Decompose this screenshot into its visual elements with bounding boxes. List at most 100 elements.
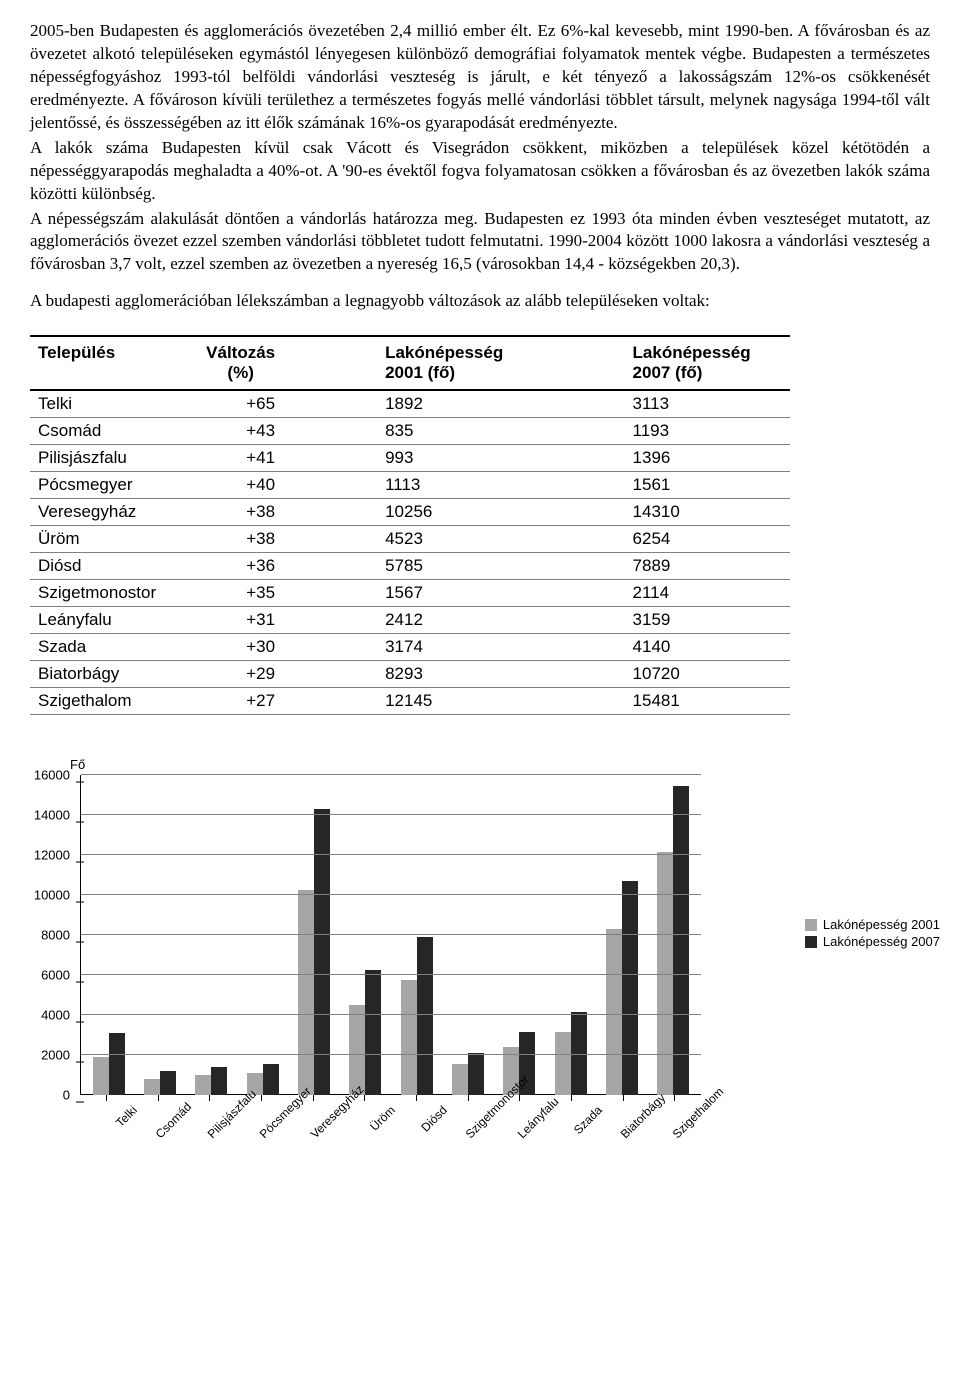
cell-pop2007: 4140 (543, 634, 790, 661)
x-tick (674, 1095, 675, 1101)
cell-settlement: Pilisjászfalu (30, 445, 186, 472)
paragraph: A lakók száma Budapesten kívül csak Váco… (30, 137, 930, 206)
cell-change: +29 (186, 661, 295, 688)
cell-change: +40 (186, 472, 295, 499)
body-text: 2005-ben Budapesten és agglomerációs öve… (30, 20, 930, 313)
cell-settlement: Diósd (30, 553, 186, 580)
grid-line (81, 934, 701, 935)
grid-line (81, 774, 701, 775)
bar (263, 1064, 279, 1095)
cell-settlement: Üröm (30, 526, 186, 553)
legend-item: Lakónépesség 2007 (805, 934, 940, 949)
paragraph: 2005-ben Budapesten és agglomerációs öve… (30, 20, 930, 135)
bar (468, 1053, 484, 1095)
table-row: Pócsmegyer+4011131561 (30, 472, 790, 499)
table-row: Telki+6518923113 (30, 390, 790, 418)
grid-line (81, 1054, 701, 1055)
table-row: Veresegyház+381025614310 (30, 499, 790, 526)
x-label: Biatorbágy (618, 1103, 656, 1141)
cell-pop2007: 6254 (543, 526, 790, 553)
bar-group (191, 1067, 231, 1095)
y-axis: 0200040006000800010000120001400016000 (30, 775, 81, 1095)
y-tick: 16000 (30, 768, 80, 783)
cell-pop2001: 1892 (295, 390, 542, 418)
x-tick (313, 1095, 314, 1101)
x-label: Csomád (153, 1103, 191, 1141)
x-tick (571, 1095, 572, 1101)
bar-group (294, 809, 334, 1095)
bar (401, 980, 417, 1096)
x-label: Diósd (411, 1103, 449, 1141)
bar-group (345, 970, 385, 1095)
cell-settlement: Veresegyház (30, 499, 186, 526)
bar (417, 937, 433, 1095)
bar-group (602, 881, 642, 1095)
cell-pop2001: 8293 (295, 661, 542, 688)
bar-group (448, 1053, 488, 1095)
col-change: Változás (%) (186, 336, 295, 390)
legend: Lakónépesség 2001 Lakónépesség 2007 (805, 915, 940, 951)
legend-swatch-2001 (805, 919, 817, 931)
y-tick: 0 (30, 1088, 80, 1103)
x-label: Veresegyház (308, 1103, 346, 1141)
legend-label: Lakónépesség 2001 (823, 917, 940, 932)
bar (365, 970, 381, 1095)
bar-group (89, 1033, 129, 1095)
bars-row (81, 775, 701, 1095)
cell-settlement: Szada (30, 634, 186, 661)
x-tick (416, 1095, 417, 1101)
table-row: Pilisjászfalu+419931396 (30, 445, 790, 472)
col-pop2007: Lakónépesség 2007 (fő) (543, 336, 790, 390)
cell-settlement: Leányfalu (30, 607, 186, 634)
cell-change: +36 (186, 553, 295, 580)
x-tick (623, 1095, 624, 1101)
bar-group (140, 1071, 180, 1095)
x-labels: TelkiCsomádPilisjászfaluPócsmegyerVerese… (80, 1097, 700, 1111)
y-tick: 4000 (30, 1008, 80, 1023)
cell-settlement: Biatorbágy (30, 661, 186, 688)
x-tick (209, 1095, 210, 1101)
cell-pop2001: 12145 (295, 688, 542, 715)
cell-pop2001: 1113 (295, 472, 542, 499)
bar-group (397, 937, 437, 1095)
cell-change: +38 (186, 526, 295, 553)
x-label: Szigetmonostor (463, 1103, 501, 1141)
cell-pop2007: 7889 (543, 553, 790, 580)
x-label: Pilisjászfalu (205, 1103, 243, 1141)
y-tick: 8000 (30, 928, 80, 943)
table-header: Település Változás (%) Lakónépesség 2001… (30, 336, 790, 390)
bar (160, 1071, 176, 1095)
x-label: Telki (102, 1103, 140, 1141)
bar (606, 929, 622, 1095)
cell-settlement: Csomád (30, 418, 186, 445)
bar-group (653, 786, 693, 1096)
cell-pop2007: 10720 (543, 661, 790, 688)
plot-area (81, 775, 701, 1095)
cell-settlement: Szigethalom (30, 688, 186, 715)
x-tick (364, 1095, 365, 1101)
x-tick (261, 1095, 262, 1101)
cell-pop2007: 1193 (543, 418, 790, 445)
bar (673, 786, 689, 1096)
cell-change: +65 (186, 390, 295, 418)
legend-item: Lakónépesség 2001 (805, 917, 940, 932)
cell-pop2001: 3174 (295, 634, 542, 661)
cell-change: +31 (186, 607, 295, 634)
x-tick (468, 1095, 469, 1101)
col-settlement: Település (30, 336, 186, 390)
table-row: Biatorbágy+29829310720 (30, 661, 790, 688)
table-row: Szada+3031744140 (30, 634, 790, 661)
cell-change: +30 (186, 634, 295, 661)
grid-line (81, 894, 701, 895)
cell-pop2007: 1396 (543, 445, 790, 472)
x-tick (519, 1095, 520, 1101)
bar (298, 890, 314, 1095)
col-pop2001: Lakónépesség 2001 (fő) (295, 336, 542, 390)
y-tick: 12000 (30, 848, 80, 863)
x-label: Leányfalu (515, 1103, 553, 1141)
bar (195, 1075, 211, 1095)
grid-line (81, 974, 701, 975)
bar (144, 1079, 160, 1096)
cell-settlement: Pócsmegyer (30, 472, 186, 499)
bar (211, 1067, 227, 1095)
